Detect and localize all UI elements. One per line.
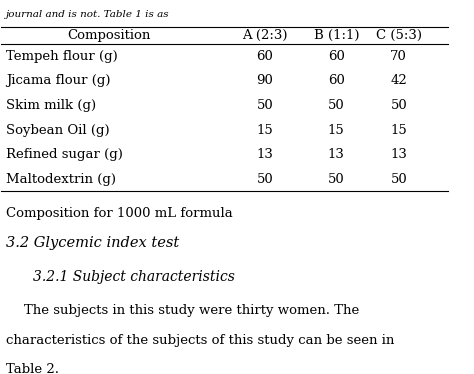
Text: The subjects in this study were thirty women. The: The subjects in this study were thirty w… (24, 304, 359, 318)
Text: 50: 50 (256, 99, 273, 112)
Text: 13: 13 (328, 148, 345, 161)
Text: characteristics of the subjects of this study can be seen in: characteristics of the subjects of this … (6, 334, 394, 346)
Text: 60: 60 (256, 50, 273, 63)
Text: B (1:1): B (1:1) (313, 29, 359, 42)
Text: 90: 90 (256, 74, 273, 88)
Text: 50: 50 (391, 173, 407, 186)
Text: Table 2.: Table 2. (6, 363, 59, 374)
Text: 50: 50 (328, 173, 345, 186)
Text: 50: 50 (256, 173, 273, 186)
Text: 3.2 Glycemic index test: 3.2 Glycemic index test (6, 236, 179, 250)
Text: 3.2.1 Subject characteristics: 3.2.1 Subject characteristics (33, 270, 235, 284)
Text: 70: 70 (391, 50, 407, 63)
Text: C (5:3): C (5:3) (376, 29, 422, 42)
Text: A (2:3): A (2:3) (242, 29, 288, 42)
Text: Refined sugar (g): Refined sugar (g) (6, 148, 123, 161)
Text: 60: 60 (328, 74, 345, 88)
Text: 13: 13 (256, 148, 273, 161)
Text: 50: 50 (328, 99, 345, 112)
Text: 42: 42 (391, 74, 407, 88)
Text: 60: 60 (328, 50, 345, 63)
Text: Skim milk (g): Skim milk (g) (6, 99, 96, 112)
Text: Composition: Composition (67, 29, 150, 42)
Text: 15: 15 (256, 123, 273, 137)
Text: Composition for 1000 mL formula: Composition for 1000 mL formula (6, 207, 233, 220)
Text: Soybean Oil (g): Soybean Oil (g) (6, 123, 109, 137)
Text: journal and is not. Table 1 is as: journal and is not. Table 1 is as (6, 10, 170, 19)
Text: Maltodextrin (g): Maltodextrin (g) (6, 173, 116, 186)
Text: 13: 13 (391, 148, 407, 161)
Text: 15: 15 (391, 123, 407, 137)
Text: Jicama flour (g): Jicama flour (g) (6, 74, 110, 88)
Text: 15: 15 (328, 123, 345, 137)
Text: 50: 50 (391, 99, 407, 112)
Text: Tempeh flour (g): Tempeh flour (g) (6, 50, 118, 63)
